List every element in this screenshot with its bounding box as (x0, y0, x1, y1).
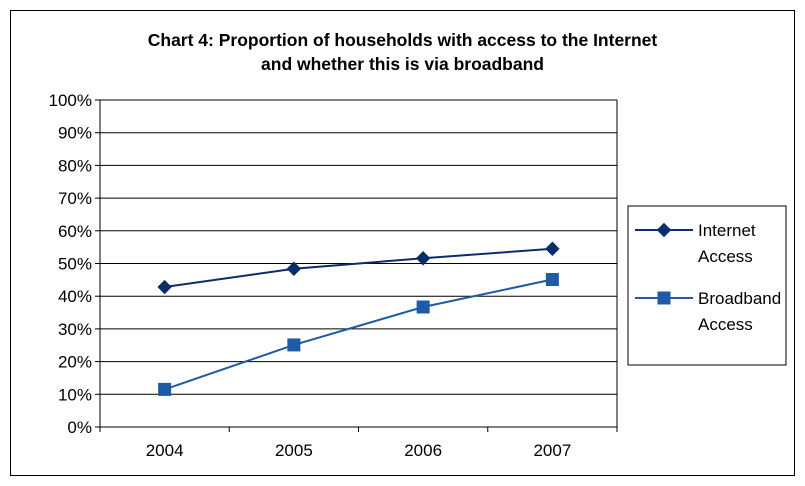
legend-item-2: Broadband Access (635, 289, 781, 334)
series-2 (158, 273, 559, 396)
y-tick-label: 0% (67, 418, 92, 437)
series-1 (157, 241, 560, 295)
y-tick-label: 60% (58, 222, 92, 241)
y-tick-label: 100% (49, 91, 92, 110)
chart-title-line-1: Chart 4: Proportion of households with a… (147, 30, 658, 50)
legend-marker (656, 222, 672, 238)
y-tick-label: 50% (58, 255, 92, 274)
chart-title: Chart 4: Proportion of households with a… (0, 28, 805, 76)
legend-item-1: Internet Access (635, 221, 756, 266)
data-point-diamond (415, 251, 431, 266)
series-line (164, 247, 553, 289)
y-tick-label: 80% (58, 156, 92, 175)
y-tick-label: 70% (58, 189, 92, 208)
data-point-square (158, 382, 172, 396)
data-point-diamond (286, 261, 302, 276)
legend-box (627, 205, 787, 366)
data-point-square (416, 300, 430, 314)
legend: Internet Access Broadband Access (627, 205, 787, 366)
x-tick-label: 2004 (146, 441, 184, 460)
y-tick-label: 90% (58, 124, 92, 143)
y-tick-label: 10% (58, 385, 92, 404)
legend-label: Internet (698, 221, 756, 240)
data-point-square (287, 338, 301, 352)
y-tick-label: 40% (58, 287, 92, 306)
legend-marker (657, 291, 671, 305)
x-tick-label: 2005 (275, 441, 313, 460)
data-point-diamond (157, 279, 172, 295)
data-point-square (545, 273, 559, 287)
x-tick-label: 2006 (404, 441, 442, 460)
legend-label: Access (698, 315, 753, 334)
x-tick-label: 2007 (533, 441, 571, 460)
y-tick-label: 30% (58, 320, 92, 339)
legend-label: Access (698, 247, 753, 266)
legend-label: Broadband (698, 289, 781, 308)
data-point-diamond (545, 241, 560, 256)
y-tick-label: 20% (58, 353, 92, 372)
series-line (164, 278, 553, 391)
chart-title-line-2: and whether this is via broadband (261, 54, 544, 74)
